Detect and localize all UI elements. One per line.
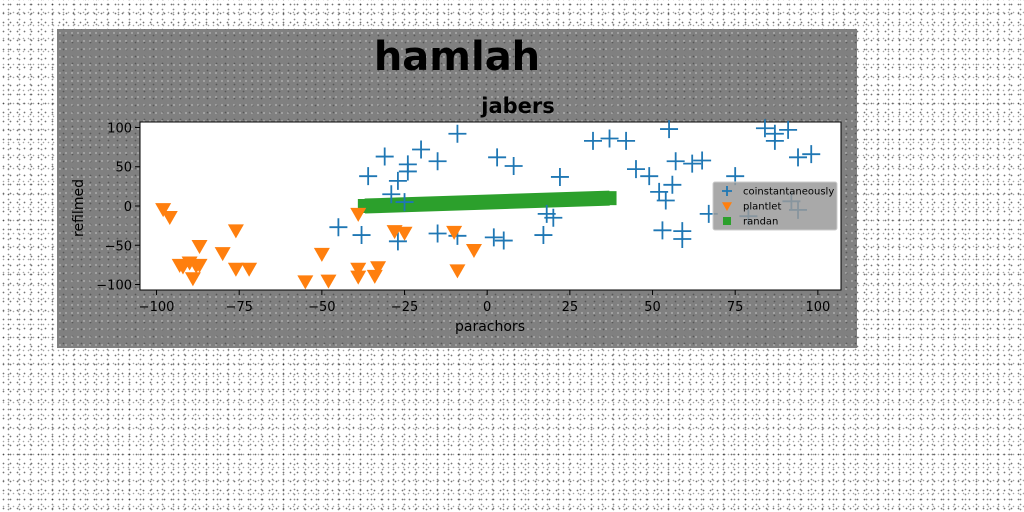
x-tick-label: 25 <box>562 300 579 315</box>
legend-marker-coinstantaneously <box>722 186 732 196</box>
point-coinstantaneously <box>600 129 619 148</box>
series-randan-band <box>364 190 610 214</box>
point-coinstantaneously <box>663 175 682 194</box>
point-plantlet <box>350 262 367 277</box>
x-tick-label: −100 <box>139 300 175 315</box>
point-plantlet <box>320 274 337 289</box>
y-tick-label: 50 <box>115 161 132 176</box>
point-coinstantaneously <box>802 145 821 164</box>
legend-label-plantlet: plantlet <box>743 202 781 213</box>
point-coinstantaneously <box>375 147 394 166</box>
x-tick-label: 50 <box>644 300 661 315</box>
point-plantlet <box>214 247 231 262</box>
legend-box <box>712 181 838 231</box>
legend-marker-randan <box>723 217 731 225</box>
x-axis-label: parachors <box>455 319 525 335</box>
point-plantlet <box>184 272 201 287</box>
point-coinstantaneously <box>359 167 378 186</box>
legend-marker-plantlet <box>722 202 732 211</box>
point-coinstantaneously <box>666 152 685 171</box>
scatter-chart: hamlah jabers −100 −75 −50 −25 0 25 50 75 100−10… <box>71 34 842 335</box>
x-tick-label: −75 <box>225 300 252 315</box>
point-coinstantaneously <box>755 119 774 138</box>
point-coinstantaneously <box>388 171 407 190</box>
point-coinstantaneously <box>412 140 431 159</box>
point-plantlet <box>396 226 413 241</box>
point-plantlet <box>465 243 482 258</box>
marks-layer <box>155 119 821 290</box>
point-plantlet <box>350 207 367 222</box>
x-tick-label: 100 <box>805 300 830 315</box>
point-coinstantaneously <box>494 231 513 250</box>
point-plantlet <box>370 261 387 276</box>
point-coinstantaneously <box>382 185 401 204</box>
point-plantlet <box>227 224 244 239</box>
point-coinstantaneously <box>428 152 447 171</box>
legend-label-randan: randan <box>743 217 778 228</box>
point-randan <box>602 191 617 206</box>
point-coinstantaneously <box>398 162 417 181</box>
point-plantlet <box>241 262 258 277</box>
point-coinstantaneously <box>504 156 523 175</box>
point-coinstantaneously <box>779 120 798 139</box>
point-coinstantaneously <box>656 191 675 210</box>
y-tick-label: −100 <box>96 279 132 294</box>
point-coinstantaneously <box>660 120 679 139</box>
legend-label-coinstantaneously: coinstantaneously <box>743 187 834 198</box>
point-coinstantaneously <box>765 124 784 143</box>
y-tick-label: 100 <box>107 121 132 136</box>
point-plantlet <box>350 270 367 285</box>
point-coinstantaneously <box>653 221 672 240</box>
y-axis-label: refilmed <box>71 179 87 237</box>
point-coinstantaneously <box>617 131 636 150</box>
point-coinstantaneously <box>789 148 808 167</box>
point-coinstantaneously <box>584 131 603 150</box>
point-plantlet <box>161 210 178 225</box>
point-coinstantaneously <box>673 229 692 248</box>
y-tick-label: −50 <box>105 239 132 254</box>
y-tick-label: 0 <box>124 200 132 215</box>
point-plantlet <box>313 247 330 262</box>
point-coinstantaneously <box>693 151 712 170</box>
point-plantlet <box>191 258 208 273</box>
point-coinstantaneously <box>550 167 569 186</box>
point-plantlet <box>227 262 244 277</box>
point-coinstantaneously <box>329 218 348 237</box>
figure-panel: hamlah jabers −100 −75 −50 −25 0 25 50 75 100 −10… <box>57 29 857 348</box>
point-plantlet <box>191 240 208 255</box>
point-coinstantaneously <box>484 228 503 247</box>
point-coinstantaneously <box>352 226 371 245</box>
x-tick-label: 0 <box>483 300 491 315</box>
point-coinstantaneously <box>534 226 553 245</box>
figure-title: hamlah <box>374 34 540 80</box>
point-plantlet <box>446 225 463 240</box>
point-coinstantaneously <box>683 154 702 173</box>
point-coinstantaneously <box>388 232 407 251</box>
x-tick-label: 75 <box>727 300 744 315</box>
point-plantlet <box>155 203 172 218</box>
point-plantlet <box>297 275 314 290</box>
point-coinstantaneously <box>488 148 507 167</box>
point-plantlet <box>449 264 466 279</box>
point-coinstantaneously <box>428 224 447 243</box>
point-coinstantaneously <box>640 167 659 186</box>
legend: coinstantaneously plantlet randan <box>712 181 838 231</box>
axes-title: jabers <box>480 94 555 118</box>
point-coinstantaneously <box>395 193 414 212</box>
ticks-layer: −100 −75 −50 −25 0 25 50 75 100 −100 −50 0 50 100 <box>96 121 830 315</box>
point-coinstantaneously <box>544 208 563 227</box>
point-coinstantaneously <box>448 124 467 143</box>
x-tick-label: −25 <box>391 300 418 315</box>
x-tick-label: −50 <box>308 300 335 315</box>
point-coinstantaneously <box>626 160 645 179</box>
